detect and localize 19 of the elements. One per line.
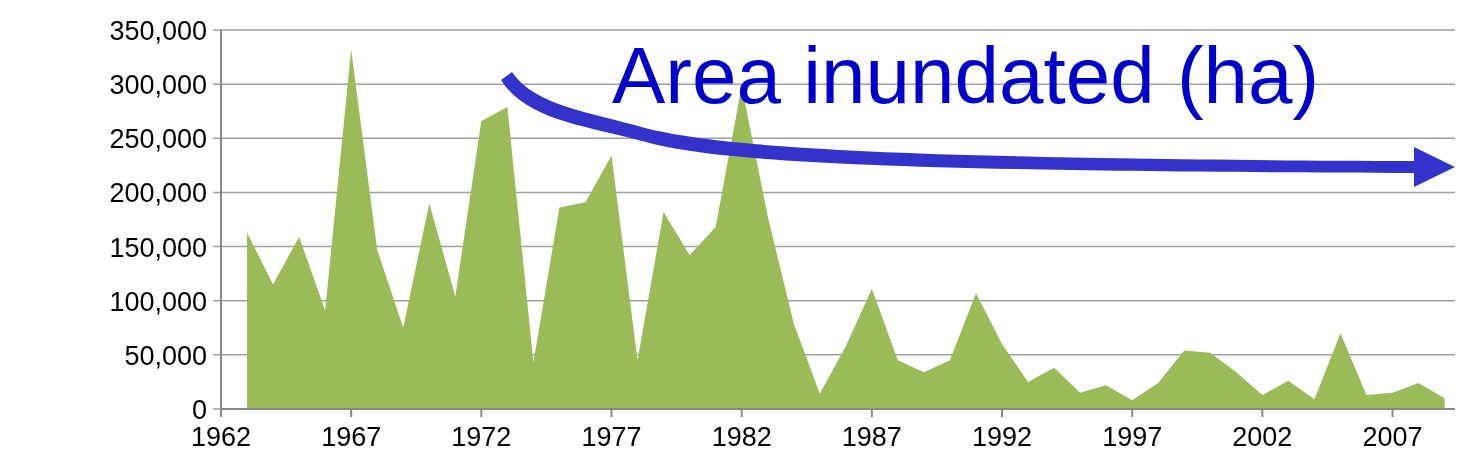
x-tick-label: 1977 xyxy=(581,422,642,452)
x-tick-label: 1997 xyxy=(1102,422,1163,452)
y-tick-label: 300,000 xyxy=(109,70,207,101)
y-tick-label: 350,000 xyxy=(109,16,207,46)
x-tick-label: 1967 xyxy=(321,422,382,452)
y-tick-label: 0 xyxy=(191,395,207,425)
x-tick-label: 1987 xyxy=(841,422,902,452)
x-tick-label: 1962 xyxy=(190,422,252,452)
x-tick-label: 2007 xyxy=(1362,422,1423,452)
x-tick-label: 1972 xyxy=(451,422,512,452)
x-tick-label: 1992 xyxy=(971,422,1033,452)
x-tick-label: 1982 xyxy=(711,422,772,452)
y-tick-label: 50,000 xyxy=(124,340,207,371)
y-tick-label: 200,000 xyxy=(109,178,207,209)
y-tick-label: 250,000 xyxy=(109,124,207,155)
chart-title: Area inundated (ha) xyxy=(612,31,1320,120)
x-tick-label: 2002 xyxy=(1232,422,1293,452)
y-tick-label: 150,000 xyxy=(109,232,207,263)
y-tick-label: 100,000 xyxy=(109,286,207,317)
